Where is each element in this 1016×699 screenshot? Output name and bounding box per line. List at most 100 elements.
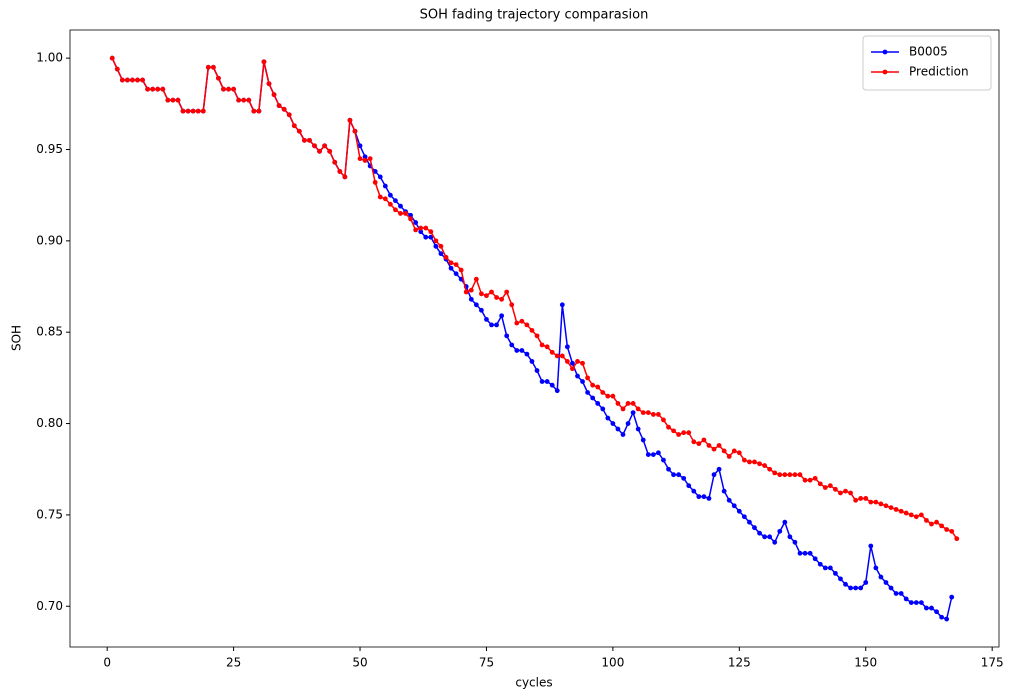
data-point: [398, 203, 403, 209]
data-point: [625, 421, 631, 426]
data-point: [387, 201, 393, 207]
data-point: [575, 373, 580, 379]
data-point: [939, 523, 945, 529]
data-point: [620, 406, 626, 412]
data-point: [266, 81, 272, 87]
data-point: [666, 466, 671, 472]
data-point: [484, 293, 489, 299]
data-point: [797, 550, 803, 556]
data-point: [423, 234, 429, 240]
data-point: [504, 333, 510, 339]
data-point: [671, 472, 676, 478]
data-point: [281, 106, 287, 112]
data-point: [564, 359, 570, 364]
data-point: [448, 260, 454, 266]
data-point: [691, 439, 697, 445]
data-point: [721, 448, 727, 454]
data-point: [792, 539, 798, 545]
data-point: [468, 296, 474, 302]
data-point: [853, 497, 859, 503]
data-point: [888, 505, 894, 510]
data-point: [939, 614, 945, 620]
data-point: [893, 591, 899, 596]
y-tick-label: 0.75: [36, 507, 63, 521]
data-point: [529, 359, 535, 364]
legend-label: Prediction: [909, 65, 969, 79]
data-point: [706, 496, 712, 501]
data-point: [448, 265, 454, 271]
data-point: [843, 488, 848, 494]
data-point: [868, 543, 874, 549]
y-tick-label: 0.95: [36, 142, 63, 156]
data-point: [150, 86, 156, 92]
data-point: [929, 521, 934, 527]
data-point: [322, 143, 328, 149]
data-point: [747, 459, 752, 465]
data-point: [489, 322, 494, 328]
data-point: [827, 565, 833, 571]
data-point: [691, 488, 697, 494]
data-point: [802, 550, 808, 556]
data-point: [216, 75, 221, 81]
data-point: [913, 600, 919, 606]
data-point: [853, 585, 859, 591]
data-point: [903, 596, 909, 602]
data-point: [807, 477, 813, 483]
data-point: [590, 395, 596, 401]
data-point: [514, 320, 520, 326]
data-point: [357, 156, 363, 162]
y-tick-label: 0.85: [36, 325, 63, 339]
data-point: [549, 349, 555, 355]
data-point: [342, 174, 348, 180]
data-point: [711, 472, 717, 478]
x-tick-label: 125: [728, 656, 751, 670]
data-point: [944, 527, 950, 532]
data-point: [888, 585, 894, 591]
data-point: [377, 174, 383, 180]
data-point: [357, 143, 363, 149]
data-point: [645, 410, 651, 415]
data-point: [544, 379, 550, 384]
data-point: [736, 508, 742, 514]
data-point: [387, 192, 393, 198]
data-point: [676, 432, 682, 437]
data-point: [195, 108, 201, 114]
data-point: [473, 276, 479, 282]
data-point: [367, 156, 373, 162]
data-point: [458, 267, 464, 273]
data-point: [423, 225, 429, 231]
data-point: [595, 401, 601, 406]
data-point: [443, 254, 449, 260]
data-point: [656, 412, 661, 417]
data-point: [726, 454, 732, 459]
data-point: [564, 344, 570, 350]
data-point: [468, 287, 474, 293]
data-point: [489, 289, 494, 295]
data-point: [949, 528, 955, 534]
data-point: [473, 302, 479, 308]
data-point: [635, 426, 641, 432]
data-point: [301, 137, 307, 143]
data-point: [463, 289, 469, 295]
data-point: [165, 97, 171, 103]
data-point: [210, 64, 216, 70]
data-point: [661, 457, 666, 463]
data-point: [453, 262, 459, 267]
data-point: [833, 486, 838, 492]
data-point: [666, 424, 671, 430]
data-point: [585, 390, 591, 395]
data-point: [858, 496, 864, 501]
data-point: [291, 123, 297, 129]
data-point: [205, 64, 211, 70]
data-point: [777, 472, 783, 478]
data-point: [534, 333, 540, 339]
data-point: [261, 59, 267, 65]
data-point: [726, 497, 732, 503]
data-point: [883, 580, 889, 585]
data-point: [610, 393, 616, 399]
data-point: [130, 77, 135, 83]
x-tick-label: 25: [226, 656, 241, 670]
data-point: [681, 475, 687, 481]
data-point: [873, 499, 879, 505]
